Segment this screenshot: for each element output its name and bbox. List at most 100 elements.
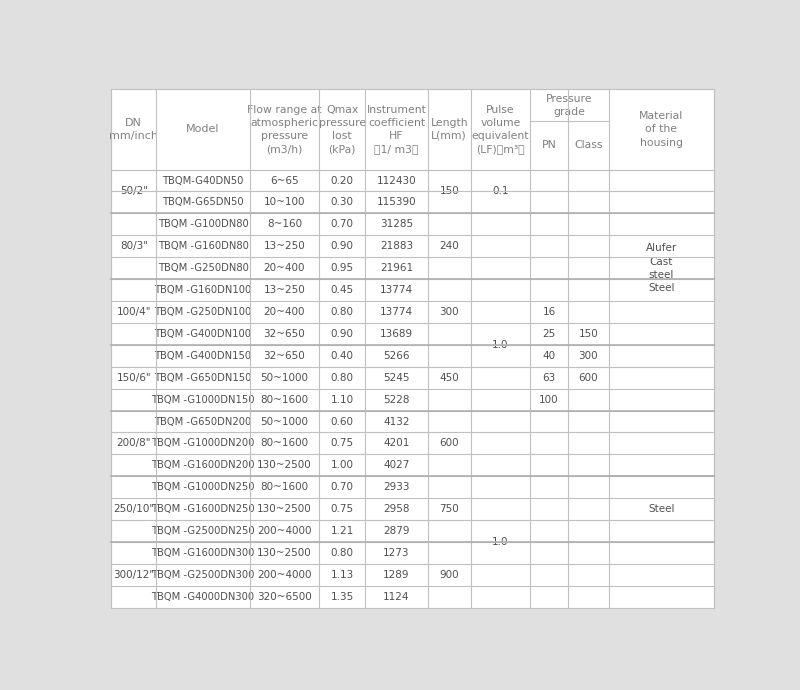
Text: PN: PN [542, 141, 557, 150]
Text: 8~160: 8~160 [267, 219, 302, 229]
Text: 115390: 115390 [377, 197, 416, 208]
Text: Steel: Steel [648, 504, 674, 514]
Text: 32~650: 32~650 [263, 329, 306, 339]
Text: 50~1000: 50~1000 [261, 417, 309, 426]
Text: 80~1600: 80~1600 [260, 482, 309, 492]
Text: 16: 16 [542, 307, 556, 317]
Text: 1289: 1289 [383, 570, 410, 580]
Text: 0.70: 0.70 [330, 482, 354, 492]
Text: TBQM -G400DN150: TBQM -G400DN150 [154, 351, 252, 361]
Text: 0.90: 0.90 [330, 329, 354, 339]
Text: 0.80: 0.80 [330, 548, 354, 558]
Text: Alufer
Cast
steel
Steel: Alufer Cast steel Steel [646, 244, 677, 293]
Text: 900: 900 [439, 570, 459, 580]
Text: 10~100: 10~100 [264, 197, 305, 208]
Text: 1.0: 1.0 [492, 537, 509, 547]
Text: 300/12": 300/12" [113, 570, 154, 580]
Text: TBQM -G1000DN150: TBQM -G1000DN150 [151, 395, 255, 404]
Text: 250/10": 250/10" [113, 504, 154, 514]
Text: 21961: 21961 [380, 263, 413, 273]
Text: 40: 40 [542, 351, 555, 361]
Text: 1124: 1124 [383, 592, 410, 602]
Text: 1.00: 1.00 [330, 460, 354, 471]
Text: 25: 25 [542, 329, 556, 339]
Text: TBQM -G650DN200: TBQM -G650DN200 [154, 417, 252, 426]
Text: TBQM -G650DN150: TBQM -G650DN150 [154, 373, 252, 383]
Text: 0.95: 0.95 [330, 263, 354, 273]
Text: 4027: 4027 [383, 460, 410, 471]
Text: 200~4000: 200~4000 [257, 570, 312, 580]
Text: 1273: 1273 [383, 548, 410, 558]
Text: 20~400: 20~400 [264, 307, 305, 317]
Text: 50~1000: 50~1000 [261, 373, 309, 383]
Text: 0.60: 0.60 [330, 417, 354, 426]
Text: 13689: 13689 [380, 329, 413, 339]
Text: TBQM -G160DN80: TBQM -G160DN80 [158, 241, 249, 251]
Text: TBQM -G1600DN300: TBQM -G1600DN300 [151, 548, 254, 558]
Text: 600: 600 [439, 438, 459, 449]
Text: 5228: 5228 [383, 395, 410, 404]
Text: TBQM -G2500DN300: TBQM -G2500DN300 [151, 570, 254, 580]
Text: 130~2500: 130~2500 [257, 460, 312, 471]
Text: 240: 240 [439, 241, 459, 251]
Text: 80~1600: 80~1600 [260, 438, 309, 449]
Text: 21883: 21883 [380, 241, 413, 251]
Text: 300: 300 [578, 351, 598, 361]
Text: 600: 600 [578, 373, 598, 383]
Text: 200~4000: 200~4000 [257, 526, 312, 536]
Text: 0.40: 0.40 [330, 351, 354, 361]
Text: Pulse
volume
equivalent
(LF)（m³）: Pulse volume equivalent (LF)（m³） [472, 105, 530, 154]
Text: TBQM -G1000DN200: TBQM -G1000DN200 [151, 438, 254, 449]
Text: TBQM -G2500DN250: TBQM -G2500DN250 [151, 526, 255, 536]
Text: Pressure
grade: Pressure grade [546, 94, 593, 117]
Text: 1.0: 1.0 [492, 339, 509, 350]
Text: 100: 100 [539, 395, 558, 404]
Text: TBQM -G250DN80: TBQM -G250DN80 [158, 263, 249, 273]
Text: 1.21: 1.21 [330, 526, 354, 536]
Text: 63: 63 [542, 373, 556, 383]
Text: Qmax
pressure
lost
(kPa): Qmax pressure lost (kPa) [318, 105, 366, 154]
Text: TBQM -G100DN80: TBQM -G100DN80 [158, 219, 249, 229]
Text: 0.75: 0.75 [330, 438, 354, 449]
Text: 100/4": 100/4" [117, 307, 151, 317]
Text: 20~400: 20~400 [264, 263, 305, 273]
Text: 80~1600: 80~1600 [260, 395, 309, 404]
Text: 0.90: 0.90 [330, 241, 354, 251]
Text: 130~2500: 130~2500 [257, 504, 312, 514]
Text: 150/6": 150/6" [117, 373, 151, 383]
Text: TBQM -G400DN100: TBQM -G400DN100 [154, 329, 251, 339]
Text: 2933: 2933 [383, 482, 410, 492]
Text: 32~650: 32~650 [263, 351, 306, 361]
Text: 1.35: 1.35 [330, 592, 354, 602]
Text: Model: Model [186, 124, 220, 135]
Text: TBQM -G1600DN200: TBQM -G1600DN200 [151, 460, 255, 471]
Text: 0.30: 0.30 [330, 197, 354, 208]
Text: 2958: 2958 [383, 504, 410, 514]
Text: 4132: 4132 [383, 417, 410, 426]
Text: 0.1: 0.1 [492, 186, 509, 197]
Text: 13774: 13774 [380, 307, 413, 317]
Text: 80/3": 80/3" [120, 241, 148, 251]
Text: TBQM -G4000DN300: TBQM -G4000DN300 [151, 592, 254, 602]
Text: Flow range at
atmospheric
pressure
(m3/h): Flow range at atmospheric pressure (m3/h… [247, 105, 322, 154]
Text: 1.13: 1.13 [330, 570, 354, 580]
Text: 0.75: 0.75 [330, 504, 354, 514]
Text: TBQM -G250DN100: TBQM -G250DN100 [154, 307, 252, 317]
Text: 0.45: 0.45 [330, 285, 354, 295]
Text: TBQM -G1600DN250: TBQM -G1600DN250 [151, 504, 255, 514]
Text: 0.80: 0.80 [330, 373, 354, 383]
Text: 13774: 13774 [380, 285, 413, 295]
Text: 150: 150 [578, 329, 598, 339]
Text: TBQM -G160DN100: TBQM -G160DN100 [154, 285, 252, 295]
Text: 5266: 5266 [383, 351, 410, 361]
Text: 150: 150 [439, 186, 459, 197]
Text: Class: Class [574, 141, 602, 150]
Text: Instrument
coefficient
HF
（1/ m3）: Instrument coefficient HF （1/ m3） [366, 105, 426, 154]
Text: 2879: 2879 [383, 526, 410, 536]
Text: 50/2": 50/2" [120, 186, 148, 197]
Text: 0.80: 0.80 [330, 307, 354, 317]
Text: TBQM-G40DN50: TBQM-G40DN50 [162, 175, 244, 186]
Text: 13~250: 13~250 [263, 241, 306, 251]
Text: Material
of the
housing: Material of the housing [639, 111, 683, 148]
Text: DN
mm/inch: DN mm/inch [110, 118, 158, 141]
